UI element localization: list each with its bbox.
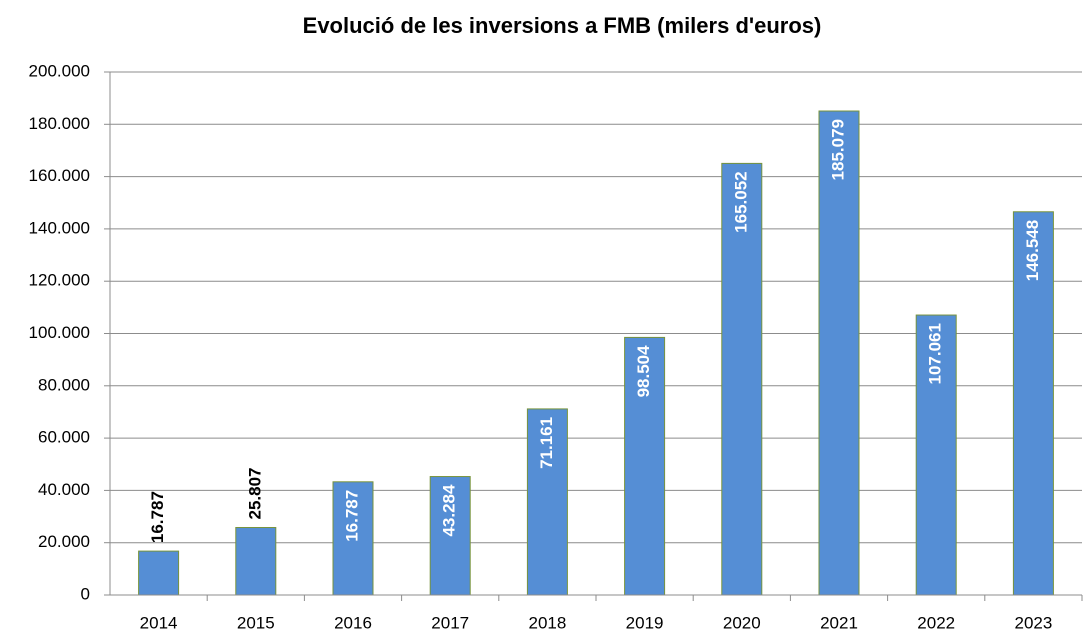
- y-tick-label: 60.000: [38, 428, 90, 447]
- x-tick-label: 2022: [917, 613, 955, 632]
- x-tick-label: 2017: [431, 613, 469, 632]
- x-tick-label: 2021: [820, 613, 858, 632]
- bar: [138, 550, 180, 596]
- y-tick-label: 100.000: [29, 323, 90, 342]
- bar: [332, 481, 374, 596]
- data-label: 25.807: [245, 468, 264, 520]
- x-tick-label: 2019: [626, 613, 664, 632]
- bar: [721, 162, 763, 596]
- chart-title: Evolució de les inversions a FMB (milers…: [303, 13, 822, 38]
- data-label: 16.787: [342, 490, 361, 542]
- x-tick-label: 2023: [1014, 613, 1052, 632]
- data-label: 98.504: [634, 345, 653, 398]
- y-tick-label: 80.000: [38, 375, 90, 394]
- x-tick-label: 2020: [723, 613, 761, 632]
- bar: [818, 110, 860, 596]
- x-tick-label: 2014: [140, 613, 178, 632]
- bar: [624, 336, 666, 596]
- bar: [915, 314, 957, 596]
- data-label: 16.787: [148, 491, 167, 543]
- x-tick-label: 2018: [528, 613, 566, 632]
- y-tick-label: 20.000: [38, 532, 90, 551]
- y-tick-label: 0: [81, 584, 90, 603]
- y-tick-label: 40.000: [38, 480, 90, 499]
- data-label: 185.079: [828, 119, 847, 180]
- x-tick-label: 2015: [237, 613, 275, 632]
- data-label: 71.161: [537, 417, 556, 469]
- bar: [235, 527, 277, 596]
- y-tick-label: 180.000: [29, 114, 90, 133]
- y-tick-label: 160.000: [29, 166, 90, 185]
- bar: [1012, 211, 1054, 596]
- y-tick-label: 120.000: [29, 271, 90, 290]
- data-label: 146.548: [1023, 220, 1042, 281]
- y-tick-label: 200.000: [29, 61, 90, 80]
- x-tick-label: 2016: [334, 613, 372, 632]
- data-label: 43.284: [440, 484, 459, 537]
- bar: [429, 476, 471, 596]
- data-label: 107.061: [926, 323, 945, 384]
- data-label: 165.052: [731, 171, 750, 232]
- y-tick-label: 140.000: [29, 218, 90, 237]
